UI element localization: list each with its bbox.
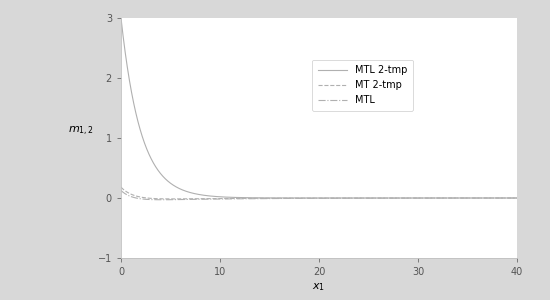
- MTL: [514, 196, 520, 200]
- MTL 2-tmp: [463, 196, 470, 200]
- X-axis label: $x_1$: $x_1$: [312, 281, 326, 293]
- MT 2-tmp: [287, 196, 294, 200]
- MT 2-tmp: [506, 196, 513, 200]
- MTL: [118, 189, 124, 192]
- MT 2-tmp: [163, 197, 169, 201]
- Line: MT 2-tmp: MT 2-tmp: [121, 187, 517, 199]
- MT 2-tmp: [186, 197, 193, 201]
- MT 2-tmp: [118, 185, 124, 189]
- MTL 2-tmp: [287, 196, 293, 200]
- Line: MTL: MTL: [121, 190, 517, 200]
- MTL 2-tmp: [163, 178, 169, 181]
- Line: MTL 2-tmp: MTL 2-tmp: [121, 18, 517, 198]
- MTL: [270, 197, 276, 200]
- MT 2-tmp: [270, 196, 276, 200]
- MTL 2-tmp: [506, 196, 513, 200]
- MTL: [287, 196, 294, 200]
- MTL: [186, 198, 193, 201]
- MTL 2-tmp: [270, 196, 276, 200]
- MTL: [163, 198, 169, 202]
- MT 2-tmp: [514, 196, 520, 200]
- MTL 2-tmp: [514, 196, 520, 200]
- Y-axis label: $m_{1,2}$: $m_{1,2}$: [68, 125, 94, 138]
- Legend: MTL 2-tmp, MT 2-tmp, MTL: MTL 2-tmp, MT 2-tmp, MTL: [312, 59, 413, 111]
- MT 2-tmp: [464, 196, 470, 200]
- MTL 2-tmp: [118, 16, 124, 20]
- MTL: [464, 196, 470, 200]
- MTL: [158, 198, 165, 202]
- MTL: [506, 196, 513, 200]
- MTL 2-tmp: [186, 190, 193, 194]
- MT 2-tmp: [169, 197, 176, 201]
